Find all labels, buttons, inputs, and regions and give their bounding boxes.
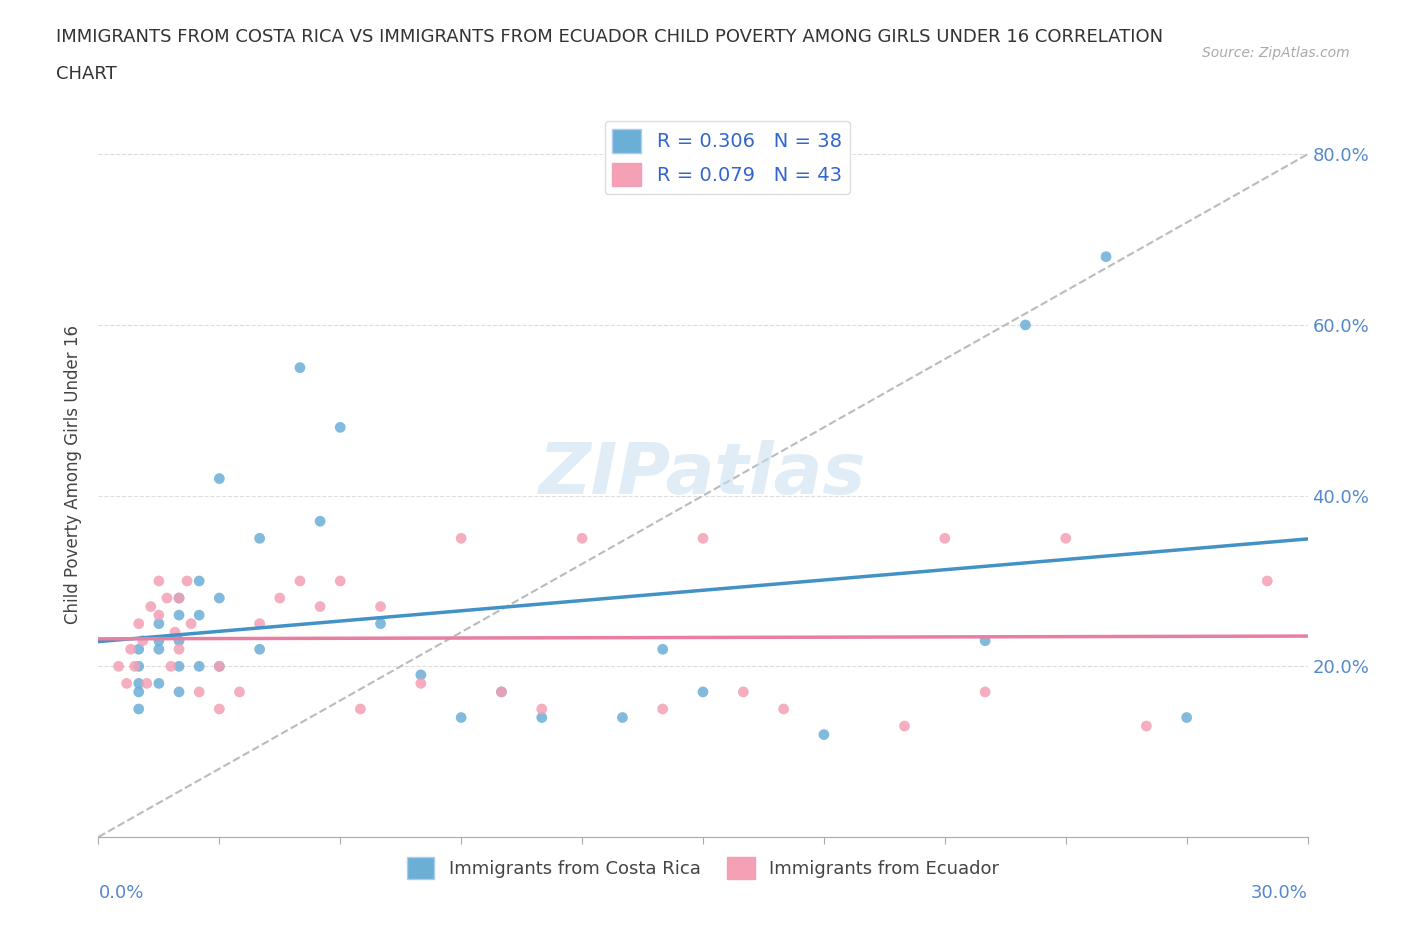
Point xyxy=(692,684,714,699)
Point xyxy=(180,617,202,631)
Text: ZIPatlas: ZIPatlas xyxy=(540,440,866,509)
Point xyxy=(132,633,155,648)
Point xyxy=(160,658,183,673)
Point xyxy=(188,684,211,699)
Point xyxy=(156,591,179,605)
Point xyxy=(1014,317,1036,332)
Point xyxy=(128,676,150,691)
Point xyxy=(329,574,352,589)
Point xyxy=(208,658,231,673)
Point xyxy=(128,701,150,716)
Point xyxy=(934,531,956,546)
Point xyxy=(135,676,157,691)
Point xyxy=(128,684,150,699)
Point xyxy=(148,676,170,691)
Point xyxy=(139,599,162,614)
Point xyxy=(813,727,835,742)
Point xyxy=(167,591,190,605)
Point xyxy=(167,607,190,622)
Point xyxy=(409,676,432,691)
Point xyxy=(128,617,150,631)
Point xyxy=(208,658,231,673)
Point xyxy=(1095,249,1118,264)
Text: Source: ZipAtlas.com: Source: ZipAtlas.com xyxy=(1202,46,1350,60)
Point xyxy=(370,599,392,614)
Text: CHART: CHART xyxy=(56,65,117,83)
Point xyxy=(249,642,271,657)
Text: 0.0%: 0.0% xyxy=(98,884,143,902)
Point xyxy=(124,658,146,673)
Point xyxy=(571,531,593,546)
Point xyxy=(1054,531,1077,546)
Point xyxy=(128,658,150,673)
Point xyxy=(269,591,291,605)
Point xyxy=(491,684,513,699)
Point xyxy=(228,684,250,699)
Point xyxy=(120,642,142,657)
Point xyxy=(148,607,170,622)
Point xyxy=(612,711,634,725)
Point xyxy=(148,642,170,657)
Point xyxy=(148,617,170,631)
Point xyxy=(167,658,190,673)
Point xyxy=(288,574,311,589)
Point xyxy=(974,684,997,699)
Point xyxy=(530,711,553,725)
Point xyxy=(148,574,170,589)
Point xyxy=(167,642,190,657)
Point xyxy=(208,472,231,486)
Point xyxy=(188,658,211,673)
Point xyxy=(107,658,129,673)
Point xyxy=(772,701,794,716)
Point xyxy=(128,642,150,657)
Point xyxy=(115,676,138,691)
Point xyxy=(450,531,472,546)
Point xyxy=(491,684,513,699)
Point xyxy=(163,625,186,640)
Point xyxy=(651,642,673,657)
Point xyxy=(167,684,190,699)
Point xyxy=(288,360,311,375)
Point xyxy=(409,668,432,683)
Point xyxy=(309,599,332,614)
Point xyxy=(349,701,371,716)
Point xyxy=(329,420,352,435)
Point xyxy=(1175,711,1198,725)
Point xyxy=(176,574,198,589)
Point xyxy=(249,531,271,546)
Point xyxy=(188,607,211,622)
Point xyxy=(148,633,170,648)
Point xyxy=(1135,719,1157,734)
Point xyxy=(309,513,332,528)
Point xyxy=(167,633,190,648)
Legend: Immigrants from Costa Rica, Immigrants from Ecuador: Immigrants from Costa Rica, Immigrants f… xyxy=(399,849,1007,886)
Y-axis label: Child Poverty Among Girls Under 16: Child Poverty Among Girls Under 16 xyxy=(65,325,83,624)
Point xyxy=(370,617,392,631)
Point xyxy=(651,701,673,716)
Point xyxy=(167,591,190,605)
Point xyxy=(1256,574,1278,589)
Point xyxy=(974,633,997,648)
Text: 30.0%: 30.0% xyxy=(1251,884,1308,902)
Point xyxy=(188,574,211,589)
Point xyxy=(208,591,231,605)
Point xyxy=(893,719,915,734)
Point xyxy=(733,684,755,699)
Point xyxy=(249,617,271,631)
Text: IMMIGRANTS FROM COSTA RICA VS IMMIGRANTS FROM ECUADOR CHILD POVERTY AMONG GIRLS : IMMIGRANTS FROM COSTA RICA VS IMMIGRANTS… xyxy=(56,28,1163,46)
Point xyxy=(530,701,553,716)
Point xyxy=(450,711,472,725)
Point xyxy=(208,701,231,716)
Point xyxy=(692,531,714,546)
